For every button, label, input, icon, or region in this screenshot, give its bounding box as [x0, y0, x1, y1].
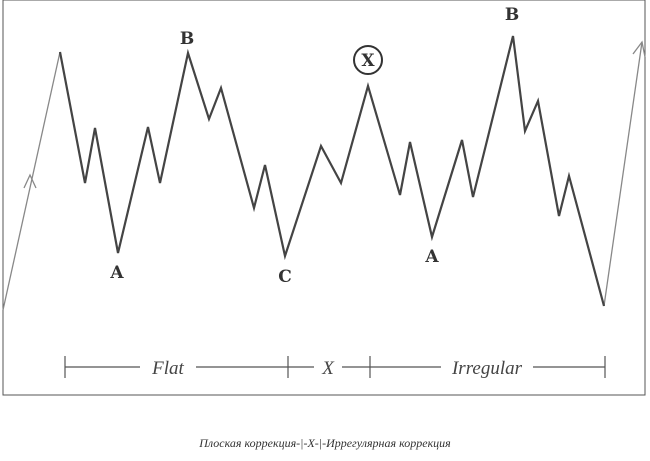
- wave-label: B: [505, 5, 519, 25]
- trend-lines: [2, 40, 646, 311]
- wave-label: A: [109, 263, 124, 283]
- label-gap: [441, 355, 533, 379]
- x-circle: [353, 45, 383, 75]
- wave-label: C: [278, 267, 292, 287]
- wave-label: X: [361, 51, 375, 71]
- section-label: Flat: [151, 358, 184, 379]
- label-gap: [140, 355, 196, 379]
- wave-label: A: [424, 247, 439, 267]
- frame: [2, 0, 646, 396]
- section-label: X: [321, 358, 335, 379]
- wave-path: [58, 35, 606, 307]
- label-gap: [314, 355, 342, 379]
- section-label: Irregular: [451, 358, 523, 379]
- arrow: [23, 173, 37, 189]
- wave-label: B: [180, 29, 194, 49]
- arrow: [632, 40, 646, 58]
- trend-out: [603, 41, 643, 307]
- caption: Плоская коррекция-|-X-|-Иррегулярная кор…: [198, 436, 451, 450]
- trend-in: [2, 51, 61, 311]
